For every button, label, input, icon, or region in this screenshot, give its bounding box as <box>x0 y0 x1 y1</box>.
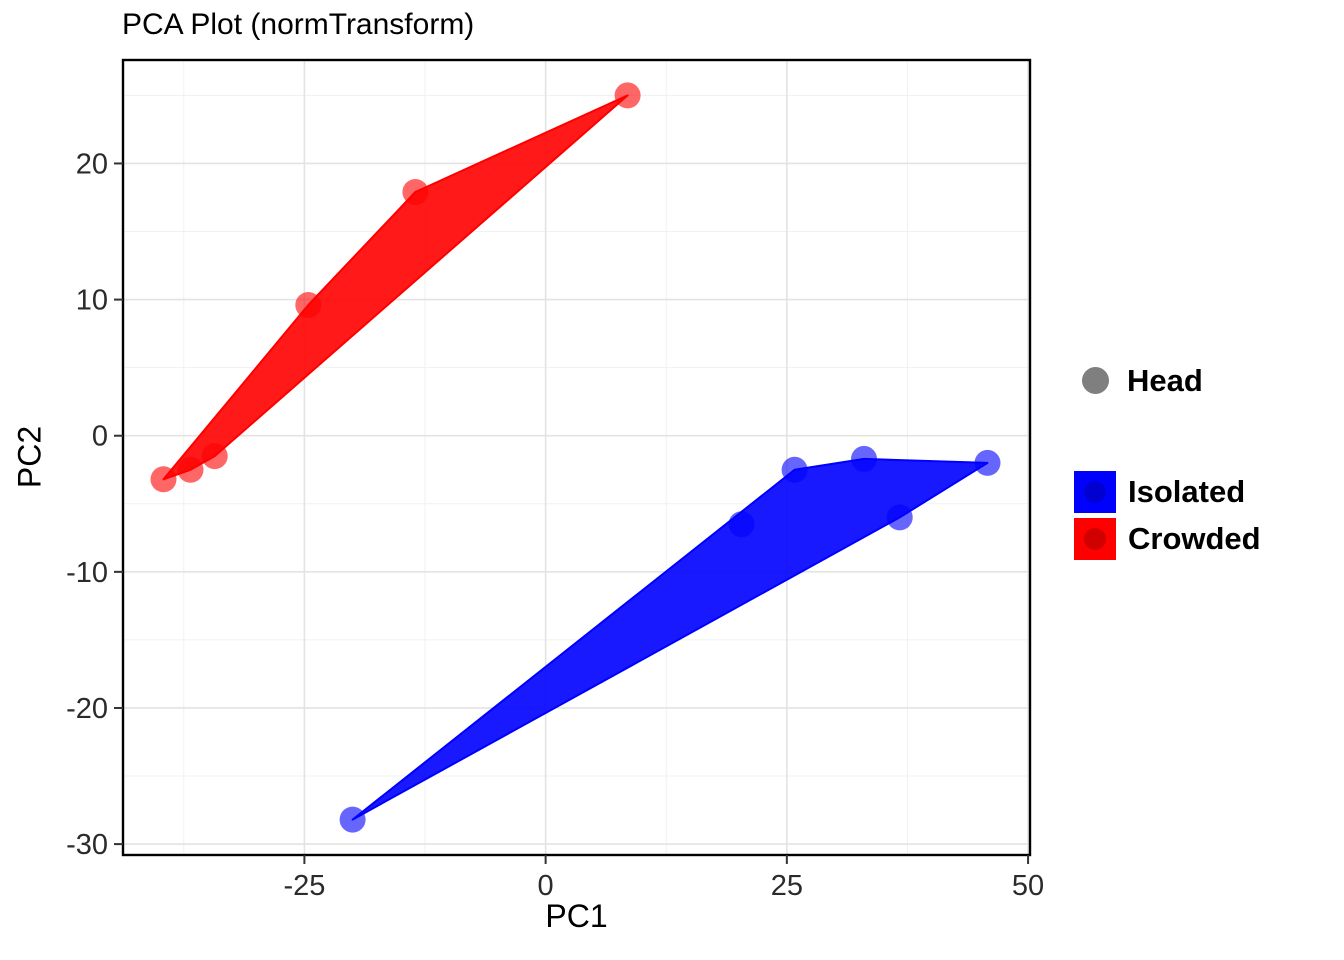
point-isolated <box>339 806 366 833</box>
legend-label-head: Head <box>1127 362 1203 398</box>
point-crowded <box>614 82 641 109</box>
y-axis-tick-label: 10 <box>76 285 108 317</box>
legend-label-crowded: Crowded <box>1128 521 1261 556</box>
point-isolated <box>851 445 877 472</box>
legend-entry-crowded: Crowded <box>1074 515 1261 562</box>
legend-fill-group: Isolated Crowded <box>1074 468 1261 562</box>
legend-label-isolated: Isolated <box>1128 474 1246 509</box>
y-axis-tick-label: -20 <box>66 693 108 725</box>
point-isolated <box>974 449 1001 476</box>
isolated-fill-key-icon <box>1074 470 1116 513</box>
panel-border <box>121 58 1032 857</box>
point-isolated <box>886 504 913 531</box>
legend: Head Isolated Crowded <box>1074 352 1261 562</box>
point-isolated <box>781 456 808 483</box>
y-axis-tick-label: -30 <box>66 829 108 861</box>
point-crowded <box>295 292 322 318</box>
y-axis-tick-label: 20 <box>76 148 108 180</box>
x-axis-tick-label: -25 <box>283 870 325 902</box>
crowded-fill-key-icon <box>1074 517 1116 560</box>
x-axis-tick-label: 50 <box>1012 870 1044 902</box>
x-axis-title: PC1 <box>545 898 608 934</box>
point-crowded <box>201 443 228 470</box>
chart-title: PCA Plot (normTransform) <box>122 8 475 41</box>
x-axis-tick-label: 25 <box>771 870 803 902</box>
point-crowded <box>402 179 429 205</box>
head-point-icon <box>1082 366 1109 394</box>
x-axis-tick-label: 0 <box>538 870 554 902</box>
legend-entry-head: Head <box>1074 352 1261 408</box>
point-crowded <box>177 456 204 483</box>
legend-entry-isolated: Isolated <box>1074 468 1261 515</box>
panel-background <box>123 60 1030 855</box>
point-isolated <box>728 511 755 538</box>
y-axis-tick-label: 0 <box>92 421 108 453</box>
y-axis-title: PC2 <box>11 425 48 489</box>
hull-isolated <box>351 457 989 821</box>
point-crowded <box>150 466 177 493</box>
y-axis-tick-label: -10 <box>66 557 108 589</box>
